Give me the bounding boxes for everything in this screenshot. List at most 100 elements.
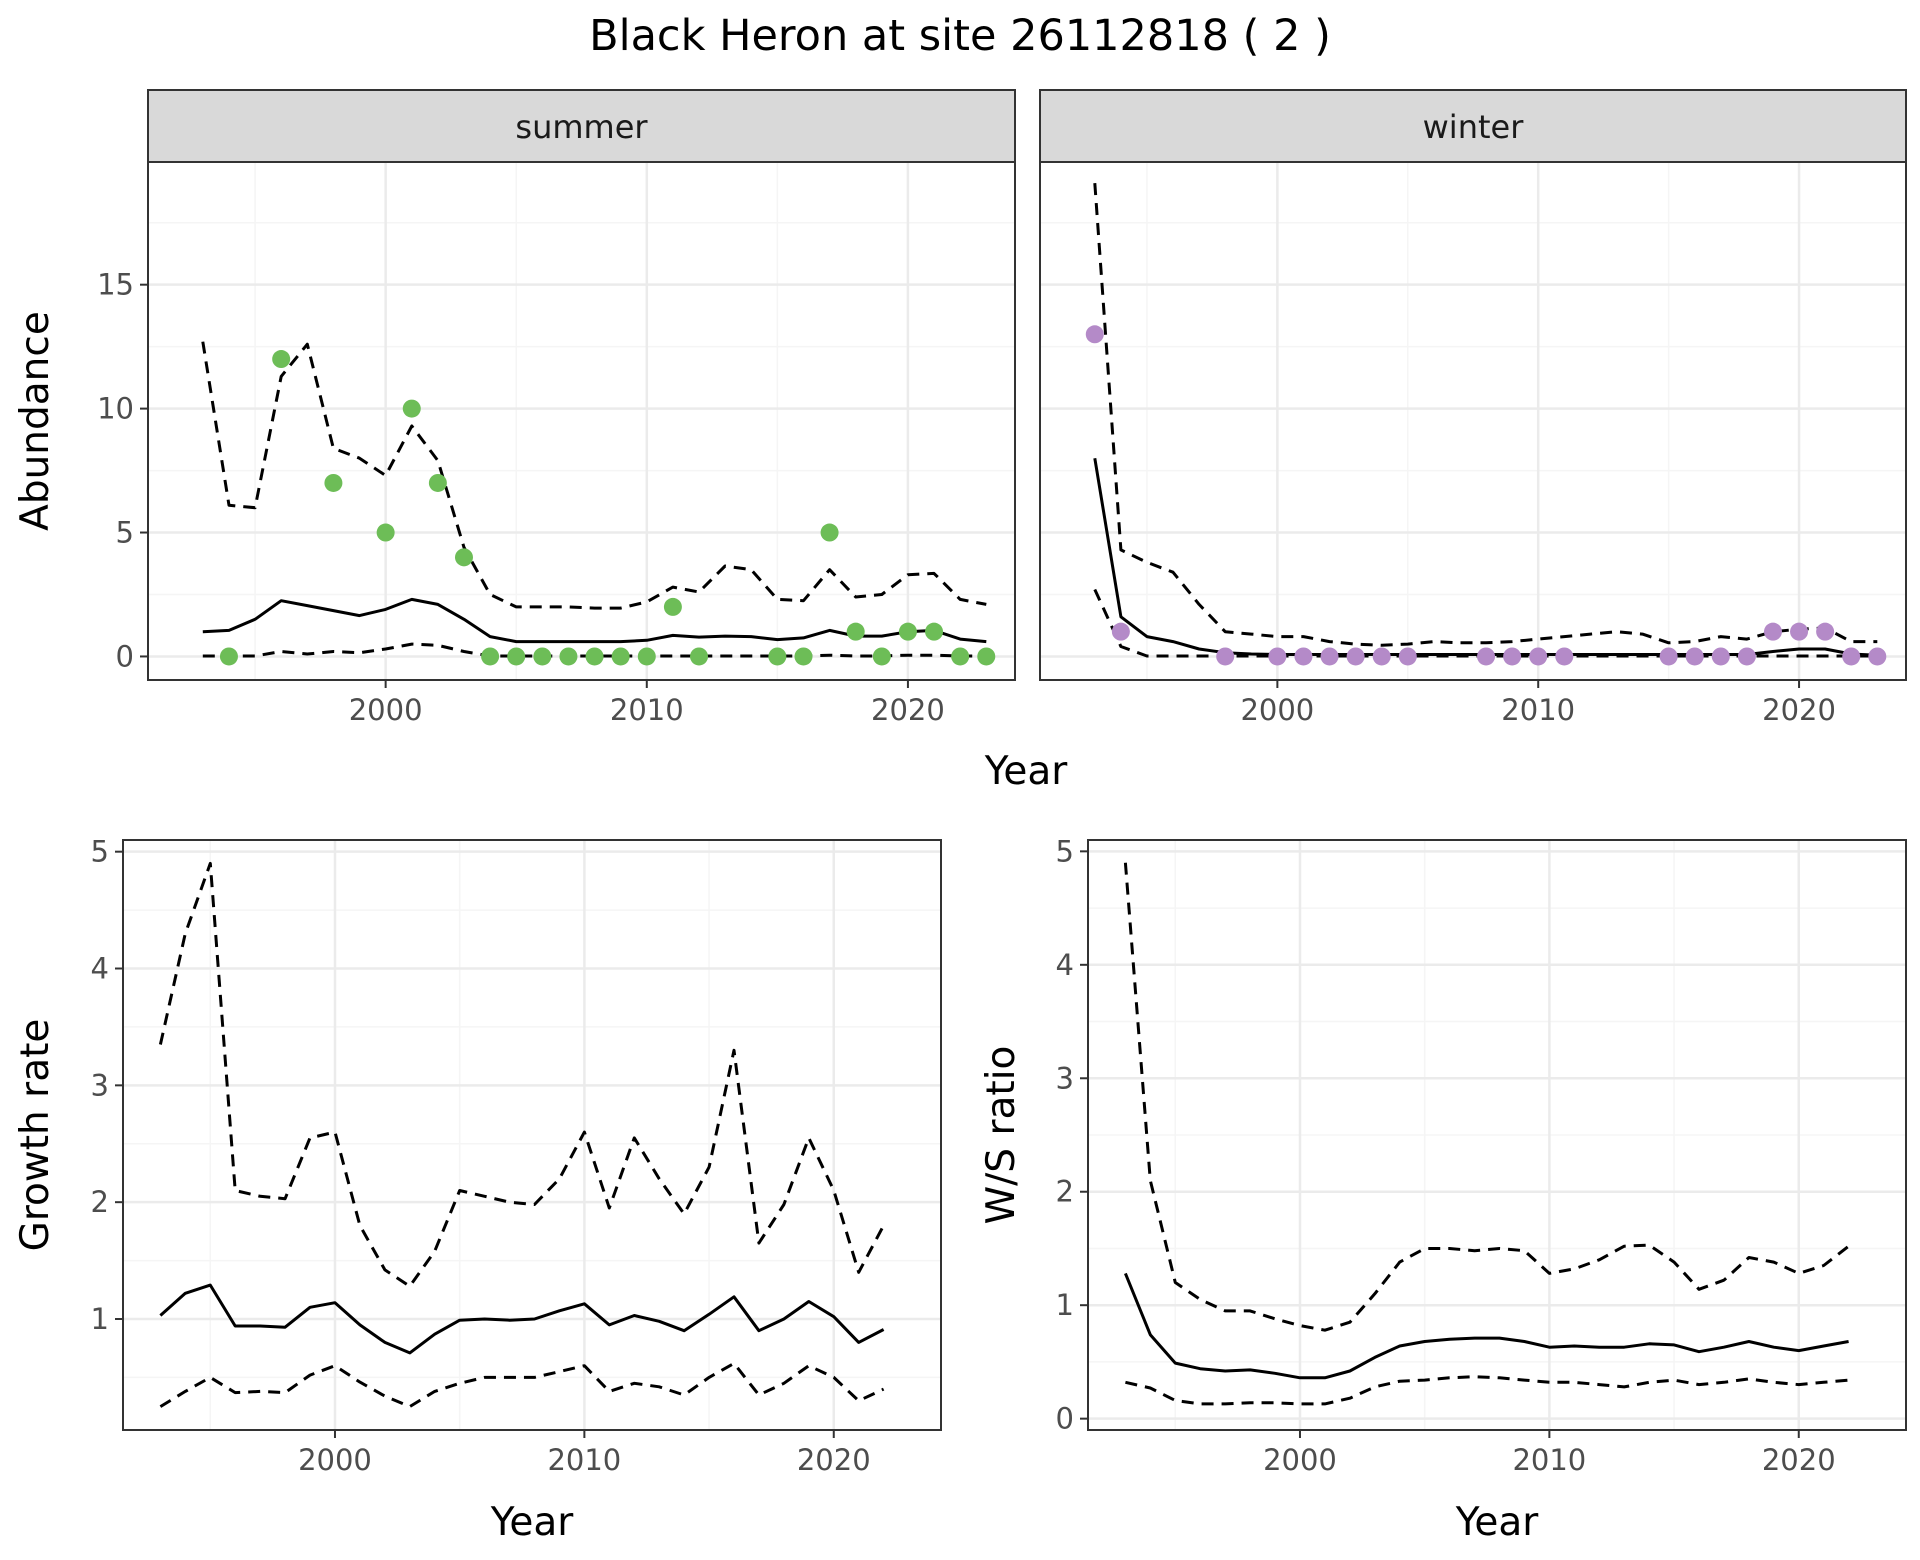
- summer-upper-line: [201, 341, 987, 610]
- growth-upper-line: [158, 861, 885, 1288]
- ws-grid: [1088, 840, 1906, 1430]
- summer-observed-point: [454, 548, 473, 567]
- winter-observed-point: [1529, 647, 1548, 666]
- summer-y-axis: 0 5 10 15: [97, 268, 148, 673]
- summer-panel-border: [147, 161, 1016, 681]
- winter-observed-point: [1816, 622, 1835, 641]
- summer-observed-point: [637, 647, 656, 666]
- ws-panel-border: [1087, 839, 1907, 1431]
- top-x-label: Year: [984, 749, 1069, 794]
- summer-observed-point: [559, 647, 578, 666]
- winter-upper-line: [1093, 182, 1878, 647]
- growth-y-tick-label: 5: [91, 835, 109, 869]
- figure-title: Black Heron at site 26112818 ( 2 ): [589, 11, 1331, 61]
- ws-lines: [1123, 862, 1850, 1406]
- summer-abundance-panel: summer 2000 2010 2020 0 5 10 15: [97, 89, 1016, 727]
- growth-x-tick-label: 2010: [547, 1443, 621, 1477]
- ws-y-tick-label: 5: [1056, 834, 1074, 868]
- winter-observed-point: [1503, 647, 1522, 666]
- summer-observed-point: [611, 647, 630, 666]
- winter-abundance-panel: winter 2000 2010 2020: [1039, 89, 1907, 727]
- summer-observed-point: [768, 647, 787, 666]
- summer-y-tick-label: 15: [97, 268, 134, 302]
- summer-strip-label: summer: [515, 108, 648, 146]
- growth-plot-background: [123, 840, 941, 1430]
- winter-observed-point: [1268, 647, 1287, 666]
- summer-observed-point: [272, 350, 291, 369]
- ws-y-axis: 0 1 2 3 4 5: [1056, 834, 1088, 1436]
- winter-observed-point: [1763, 622, 1782, 641]
- ws-y-tick-label: 2: [1056, 1175, 1074, 1209]
- ws-y-tick-label: 3: [1056, 1061, 1074, 1095]
- winter-strip-label: winter: [1423, 108, 1525, 146]
- winter-observed-point: [1842, 647, 1861, 666]
- growth-rate-panel: 2000 2010 2020 1 2 3 4 5: [91, 835, 942, 1477]
- summer-points: [219, 350, 996, 666]
- growth-x-label: Year: [490, 1500, 575, 1545]
- ws-upper-line: [1123, 862, 1850, 1332]
- winter-panel-border: [1039, 161, 1907, 681]
- summer-y-tick-label: 0: [116, 639, 134, 673]
- growth-lines: [158, 861, 885, 1409]
- growth-y-tick-label: 1: [91, 1302, 109, 1336]
- ws-x-label: Year: [1455, 1500, 1540, 1545]
- summer-observed-point: [872, 647, 891, 666]
- ws-x-tick-label: 2020: [1762, 1443, 1836, 1477]
- summer-strip: [147, 89, 1016, 163]
- summer-observed-point: [428, 473, 447, 492]
- ws-y-tick-label: 4: [1056, 948, 1074, 982]
- winter-observed-point: [1477, 647, 1496, 666]
- summer-observed-point: [663, 597, 682, 616]
- winter-x-tick-label: 2000: [1240, 693, 1314, 727]
- winter-observed-point: [1294, 647, 1313, 666]
- ws-x-tick-label: 2010: [1512, 1443, 1586, 1477]
- winter-observed-point: [1790, 622, 1809, 641]
- ws-estimate-line: [1124, 1272, 1849, 1380]
- winter-observed-point: [1868, 647, 1887, 666]
- ws-y-tick-label: 0: [1056, 1402, 1074, 1436]
- summer-observed-point: [324, 473, 343, 492]
- summer-lower-line: [202, 642, 987, 658]
- summer-observed-point: [951, 647, 970, 666]
- winter-observed-point: [1216, 647, 1235, 666]
- summer-y-tick-label: 5: [116, 516, 134, 550]
- winter-x-axis: 2000 2010 2020: [1240, 680, 1836, 727]
- winter-observed-point: [1685, 647, 1704, 666]
- winter-observed-point: [1659, 647, 1678, 666]
- ws-y-label: W/S ratio: [979, 1046, 1024, 1225]
- growth-x-axis: 2000 2010 2020: [298, 1430, 871, 1477]
- summer-observed-point: [925, 622, 944, 641]
- summer-y-tick-label: 10: [97, 392, 134, 426]
- ws-y-tick-label: 1: [1056, 1288, 1074, 1322]
- winter-observed-point: [1711, 647, 1730, 666]
- growth-estimate-line: [159, 1283, 885, 1355]
- summer-observed-point: [846, 622, 865, 641]
- summer-observed-point: [507, 647, 526, 666]
- summer-x-axis: 2000 2010 2020: [349, 680, 945, 727]
- ws-lower-line: [1125, 1375, 1849, 1406]
- summer-observed-point: [977, 647, 996, 666]
- summer-observed-point: [402, 399, 421, 418]
- winter-observed-point: [1320, 647, 1339, 666]
- growth-y-tick-label: 3: [91, 1068, 109, 1102]
- growth-y-tick-label: 4: [91, 952, 109, 986]
- growth-y-tick-label: 2: [91, 1185, 109, 1219]
- growth-x-tick-label: 2000: [298, 1443, 372, 1477]
- summer-observed-point: [794, 647, 813, 666]
- summer-observed-point: [690, 647, 709, 666]
- winter-observed-point: [1737, 647, 1756, 666]
- winter-plot-background: [1040, 162, 1906, 680]
- growth-y-axis: 1 2 3 4 5: [91, 835, 123, 1336]
- summer-plot-background: [148, 162, 1015, 680]
- growth-panel-border: [122, 839, 942, 1431]
- winter-observed-point: [1398, 647, 1417, 666]
- summer-observed-point: [376, 523, 395, 542]
- summer-x-tick-label: 2020: [871, 693, 945, 727]
- winter-grid: [1040, 162, 1906, 680]
- winter-observed-point: [1085, 325, 1104, 344]
- growth-y-label: Growth rate: [13, 1019, 58, 1252]
- summer-x-tick-label: 2010: [610, 693, 684, 727]
- winter-strip: [1039, 89, 1907, 163]
- winter-observed-point: [1372, 647, 1391, 666]
